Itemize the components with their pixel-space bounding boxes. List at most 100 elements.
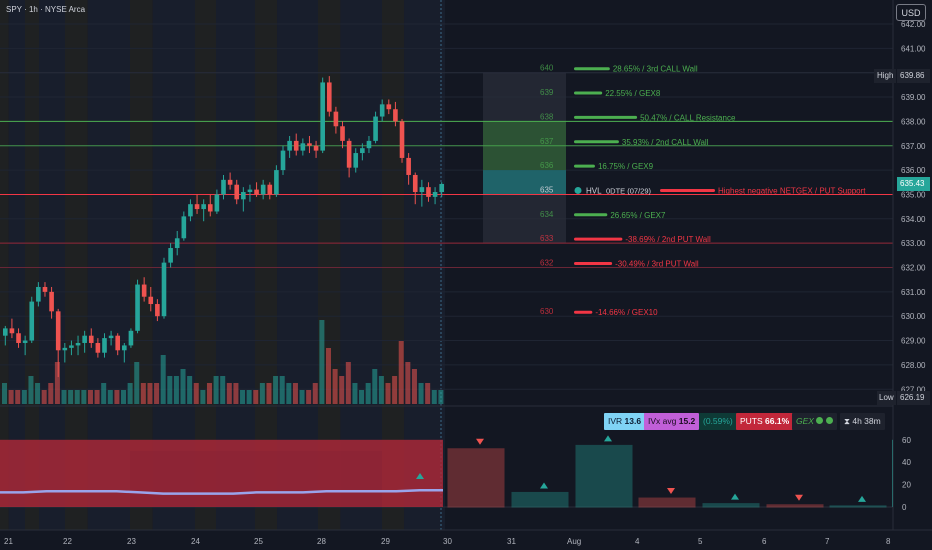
volume-bar <box>180 369 186 404</box>
time-tick-label: Aug <box>567 537 581 546</box>
volume-bar <box>68 390 74 404</box>
time-tick-label: 29 <box>381 537 390 546</box>
gex-bar <box>575 444 633 508</box>
candle-body <box>426 187 431 197</box>
gex-level-label: -14.66% / GEX10 <box>595 308 658 317</box>
time-tick-label: 8 <box>886 537 891 546</box>
volume-bar <box>273 376 279 404</box>
session-band-premarket <box>0 0 9 530</box>
candle-body <box>135 284 140 331</box>
volume-bar <box>405 362 411 404</box>
volume-bar <box>81 390 87 404</box>
candles <box>3 76 444 378</box>
ivr-value: 13.6 <box>624 416 642 426</box>
candle-body <box>29 301 35 341</box>
last-price-tag: 635.43 <box>897 177 930 191</box>
symbol-header[interactable]: SPY · 1h · NYSE Arca <box>6 5 86 14</box>
lower-tick-label: 20 <box>902 481 911 490</box>
gex-bar <box>829 505 887 508</box>
gex-level-marker <box>574 164 595 168</box>
candle-body <box>353 153 359 168</box>
price-tick-label: 639.00 <box>901 93 926 102</box>
candle-body <box>49 291 54 312</box>
currency-button[interactable]: USD <box>896 4 926 21</box>
volume-bar <box>339 376 345 404</box>
time-tick-label: 4 <box>635 537 640 546</box>
volume-bar <box>438 390 444 404</box>
candle-body <box>108 335 114 339</box>
volume-bar <box>253 390 259 404</box>
ivx-label: IVx avg <box>648 416 677 426</box>
candle-body <box>360 148 365 154</box>
candle-body <box>412 174 418 193</box>
volume-bar <box>385 383 391 404</box>
candle-body <box>274 170 279 195</box>
candle-body <box>293 140 299 151</box>
candle-body <box>260 184 266 195</box>
candle-body <box>161 262 167 317</box>
volume-bar <box>28 376 34 404</box>
low-tag: Low <box>877 391 896 405</box>
time-tick-label: 28 <box>317 537 326 546</box>
time-axis[interactable]: 21 22 23 24 25 28 29 30 31 Aug 4 5 6 7 8 <box>0 529 932 550</box>
volume-bar <box>332 369 338 404</box>
volume-bar <box>193 383 199 404</box>
candle-body <box>313 145 319 151</box>
triangle-down-icon <box>476 438 484 445</box>
gex-bar <box>766 504 824 508</box>
candle-body <box>340 126 345 141</box>
strike-label: 630 <box>540 307 554 316</box>
volume-bar <box>306 390 312 404</box>
volume-bars <box>2 320 444 404</box>
candle-body <box>122 345 127 351</box>
price-tick-label: 631.00 <box>901 288 926 297</box>
time-tick-label: 25 <box>254 537 263 546</box>
triangle-up-icon <box>540 482 548 489</box>
symbol-name: SPY <box>6 5 22 14</box>
high-label: High <box>877 71 894 80</box>
candle-body <box>22 340 28 343</box>
candle-body <box>267 184 273 195</box>
triangle-up-icon <box>604 435 612 442</box>
volume-bar <box>61 390 67 404</box>
gex-zone <box>483 72 566 244</box>
gex-level-lines <box>0 72 893 268</box>
gex-level-marker <box>574 91 603 95</box>
change-chip: (0.59%) <box>699 413 737 430</box>
candle-body <box>128 330 134 346</box>
candle-body <box>254 189 259 195</box>
volume-bar <box>425 383 431 404</box>
volume-bar <box>259 383 265 404</box>
price-tick-label: 637.00 <box>901 142 926 151</box>
put-share-area <box>0 439 443 507</box>
volume-bar <box>48 383 54 404</box>
candle-body <box>141 284 147 297</box>
gex-level-marker <box>660 188 715 192</box>
candle-body <box>300 143 306 151</box>
volume-bar <box>127 383 133 404</box>
symbol-exchange: NYSE Arca <box>45 5 86 14</box>
volume-bar <box>312 383 318 404</box>
triangle-up-icon <box>416 473 424 479</box>
iv-line <box>0 488 443 495</box>
candle-body <box>181 216 187 239</box>
volume-bar <box>15 390 21 404</box>
time-tick-label: 22 <box>63 537 72 546</box>
volume-bar <box>431 390 437 404</box>
price-axis[interactable]: 642.00641.00640.00639.00638.00637.00636.… <box>892 0 932 530</box>
candle-body <box>174 238 180 249</box>
candle-body <box>287 140 292 151</box>
candle-body <box>168 248 173 263</box>
candle-body <box>227 179 233 185</box>
time-tick-label: 31 <box>507 537 516 546</box>
candle-body <box>366 140 372 149</box>
candle-body <box>406 157 411 175</box>
volume-bar <box>74 390 80 404</box>
candle-body <box>241 192 246 200</box>
gex-level-marker <box>574 115 638 119</box>
candle-body <box>439 183 444 193</box>
price-tick-label: 628.00 <box>901 361 926 370</box>
volume-bar <box>398 341 404 404</box>
lower-tick-label: 40 <box>902 458 911 467</box>
